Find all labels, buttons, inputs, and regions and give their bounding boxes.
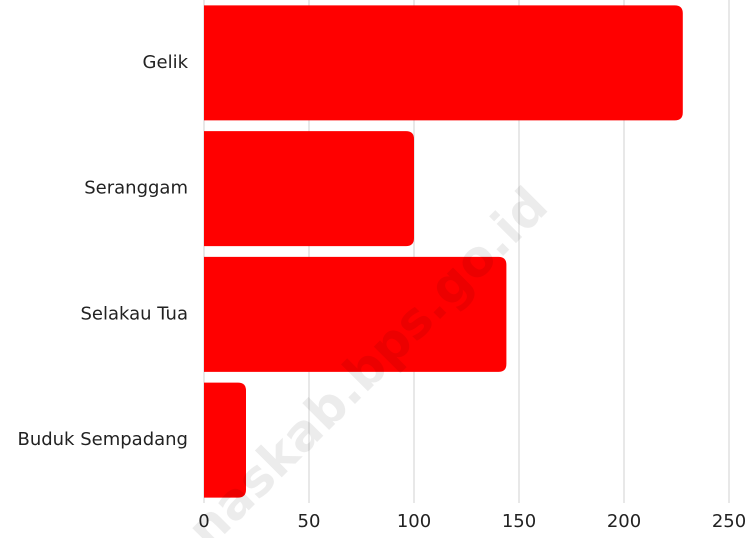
bar bbox=[204, 382, 246, 498]
x-tick-label: 150 bbox=[502, 511, 536, 532]
y-tick-label: Seranggam bbox=[84, 178, 188, 199]
x-tick-label: 100 bbox=[397, 511, 431, 532]
x-tick-label: 200 bbox=[607, 511, 641, 532]
y-tick-label: Gelik bbox=[143, 52, 189, 73]
x-tick-label: 250 bbox=[712, 511, 746, 532]
x-tick-label: 0 bbox=[198, 511, 209, 532]
y-tick-label: Selakau Tua bbox=[81, 303, 189, 324]
bar bbox=[204, 256, 507, 372]
x-tick-label: 50 bbox=[298, 511, 321, 532]
bar bbox=[204, 131, 414, 247]
bar bbox=[204, 5, 683, 121]
y-tick-label: Buduk Sempadang bbox=[17, 429, 188, 450]
